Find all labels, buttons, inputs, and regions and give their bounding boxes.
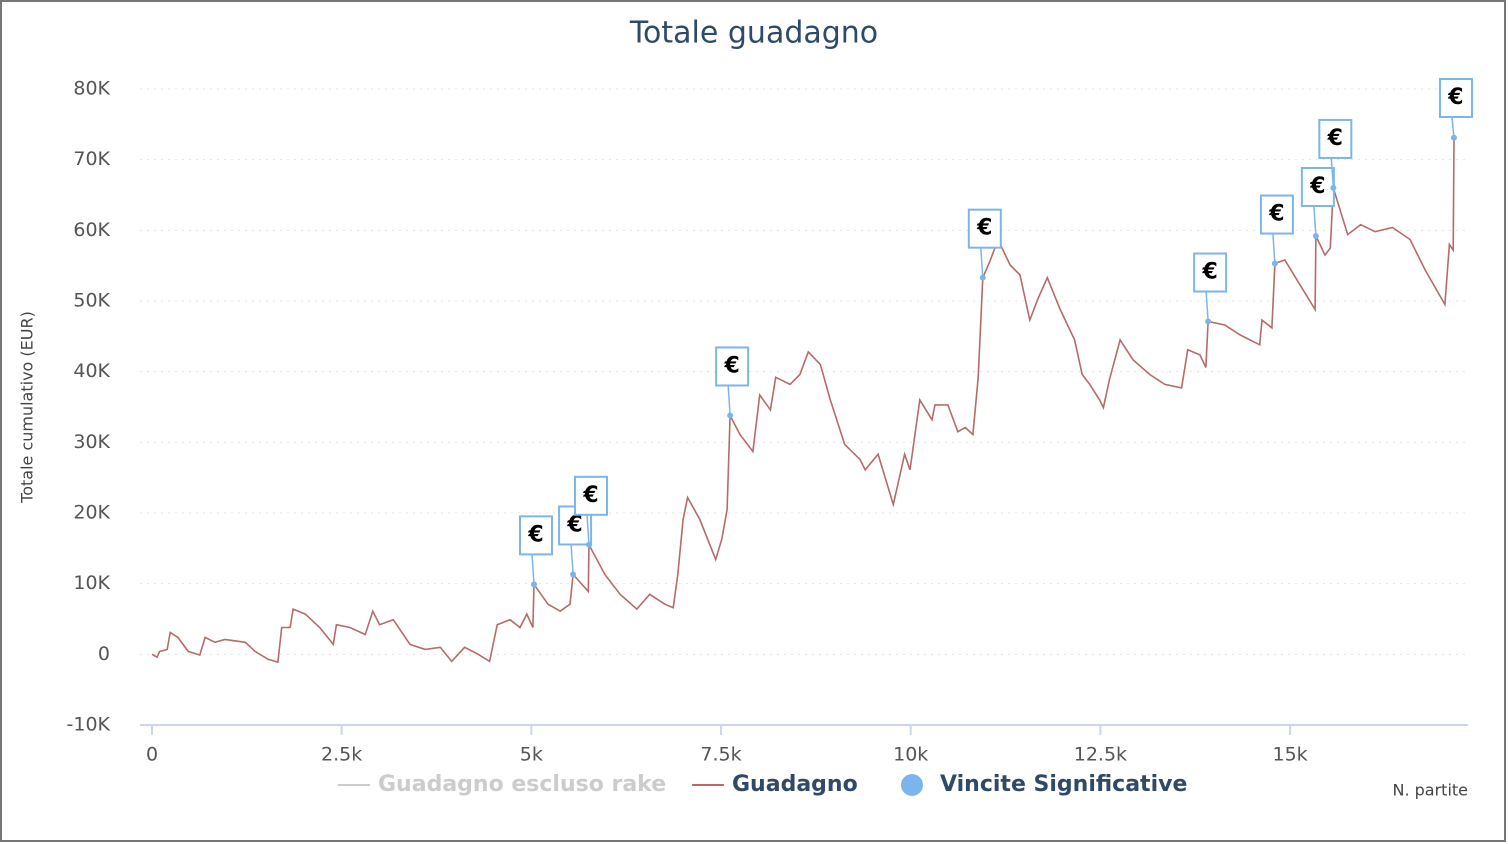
y-axis-label: Totale cumulativo (EUR)	[18, 311, 37, 504]
win-point	[586, 541, 593, 548]
flag-stem	[570, 544, 574, 575]
flag-label: €	[1447, 85, 1463, 110]
flag-stem	[1330, 157, 1335, 188]
y-tick-label: 80K	[73, 78, 110, 100]
win-point	[1450, 134, 1457, 141]
x-tick-label: 2.5k	[321, 744, 362, 766]
flag-stem	[727, 385, 731, 416]
flag	[519, 515, 554, 556]
flag-label: €	[566, 512, 582, 537]
flag-stem	[1451, 116, 1455, 138]
flag-label: €	[527, 522, 543, 547]
legend-label: Vincite Significative	[940, 772, 1187, 797]
x-tick-label: 5k	[520, 744, 543, 766]
y-tick-label: 0	[98, 643, 110, 665]
win-point	[1205, 318, 1212, 325]
y-tick-label: 10K	[73, 572, 110, 594]
x-tick-label: 15k	[1272, 744, 1307, 766]
line	[151, 137, 1455, 664]
x-axis-label: N. partite	[1392, 781, 1468, 800]
legend-label: Guadagno escluso rake	[378, 772, 666, 797]
flag-label: €	[1327, 126, 1343, 151]
win-point	[727, 412, 734, 419]
x-tick-label: 0	[146, 744, 158, 766]
flag	[574, 475, 609, 516]
win-point	[1312, 232, 1319, 239]
flag-label: €	[976, 216, 992, 241]
flag	[1193, 252, 1228, 293]
flag	[715, 346, 750, 387]
flag-stem	[531, 554, 535, 585]
flag-stem	[1272, 233, 1276, 264]
flag	[1438, 78, 1473, 118]
flag-label: €	[723, 353, 739, 378]
flag	[1259, 194, 1294, 235]
y-tick-label: 20K	[73, 502, 110, 524]
x-tick-label: 7.5k	[700, 744, 741, 766]
legend-label: Guadagno	[732, 772, 858, 797]
y-tick-label: 50K	[73, 290, 110, 312]
flag	[967, 208, 1002, 249]
flag-label: €	[582, 483, 598, 508]
y-tick-label: 30K	[73, 431, 110, 453]
win-point	[531, 581, 538, 588]
flag-stem	[980, 247, 984, 278]
flag-stem	[586, 514, 590, 545]
flag	[1318, 118, 1353, 159]
y-tick-label: -10K	[67, 714, 111, 736]
win-point	[979, 274, 986, 281]
y-tick-label: 70K	[73, 148, 110, 170]
chart-title: Totale guadagno	[629, 16, 878, 51]
x-tick-label: 10k	[893, 744, 928, 766]
x-tick-label: 12.5k	[1074, 744, 1127, 766]
legend-symbol	[901, 774, 923, 796]
win-point	[1330, 184, 1337, 191]
flag-label: €	[1309, 174, 1325, 199]
y-tick-label: 60K	[73, 219, 110, 241]
win-point	[1271, 260, 1278, 267]
flag-label: €	[1268, 202, 1284, 227]
flag-label: €	[1201, 259, 1217, 284]
flag-stem	[1205, 291, 1209, 322]
flag-stem	[1313, 205, 1317, 237]
y-tick-label: 40K	[73, 360, 110, 382]
win-point	[570, 571, 577, 578]
